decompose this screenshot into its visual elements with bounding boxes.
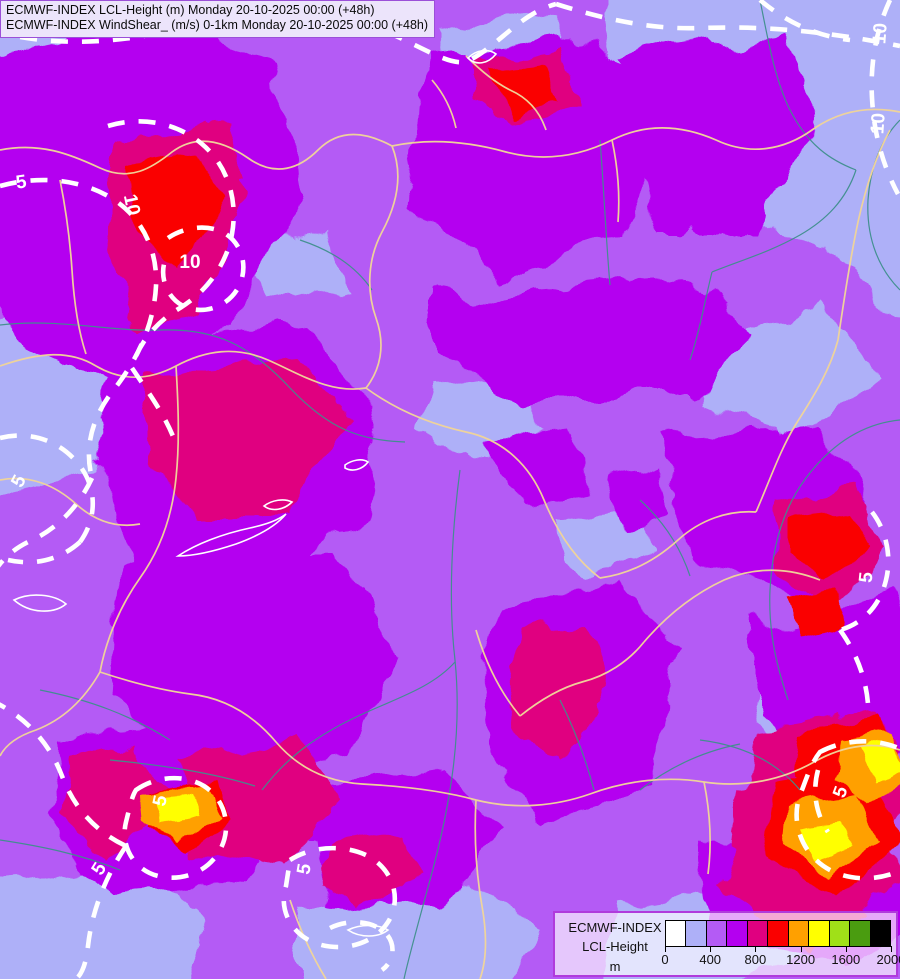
legend-swatch-2	[706, 921, 728, 946]
svg-text:10: 10	[119, 192, 144, 217]
legend-parameter-label: LCL-Height	[582, 938, 648, 954]
legend-swatch-10	[870, 921, 890, 946]
lake-outline-layer	[12, 49, 498, 937]
legend-swatch-0	[666, 921, 687, 946]
svg-text:5: 5	[15, 171, 29, 193]
map-title-box: ECMWF-INDEX LCL-Height (m) Monday 20-10-…	[0, 0, 436, 38]
svg-text:5: 5	[856, 571, 878, 584]
legend-tick-label-2: 800	[744, 952, 767, 967]
legend-swatch-5	[768, 921, 789, 946]
legend-tick-label-0: 0	[661, 952, 669, 967]
svg-text:10: 10	[869, 22, 891, 45]
svg-text:5: 5	[293, 862, 316, 876]
legend-unit-label: m	[609, 958, 621, 974]
legend-tick-labels: 0 400 800 1200 1600 2000	[661, 946, 900, 975]
legend-swatch-9	[850, 921, 871, 946]
legend-tick-mark-2	[755, 946, 757, 952]
legend-swatch-3	[727, 921, 748, 946]
title-line-lcl-height: ECMWF-INDEX LCL-Height (m) Monday 20-10-…	[6, 3, 375, 17]
legend-tick-mark-3	[800, 946, 802, 952]
legend-swatch-6	[788, 921, 810, 946]
legend-swatch-4	[747, 921, 769, 946]
legend-tick-mark-4	[845, 946, 847, 952]
legend-swatch-1	[686, 921, 707, 946]
legend-caption: ECMWF-INDEX LCL-Height m	[563, 919, 667, 977]
border-layer	[0, 55, 900, 979]
legend-tick-label-1: 400	[699, 952, 722, 967]
legend-tick-label-3: 1200	[786, 952, 816, 967]
legend-tick-mark-1	[710, 946, 712, 952]
legend-model-label: ECMWF-INDEX	[568, 920, 662, 935]
title-line-windshear: ECMWF-INDEX WindShear_ (m/s) 0-1km Monda…	[6, 18, 429, 33]
svg-text:10: 10	[179, 252, 200, 273]
field-band-1200-1400	[156, 742, 900, 862]
legend-tick-label-4: 1600	[831, 952, 861, 967]
legend-tick-mark-5	[891, 946, 892, 952]
legend-tick-label-5: 2000	[876, 952, 900, 967]
svg-text:5: 5	[149, 793, 172, 808]
legend-swatch-8	[829, 921, 851, 946]
legend-tick-mark-0	[665, 946, 666, 952]
legend-color-swatches	[665, 920, 891, 947]
svg-text:10: 10	[867, 112, 889, 135]
color-scale-legend: ECMWF-INDEX LCL-Height m 0 400 800 1200 1600…	[553, 911, 900, 977]
legend-swatch-7	[809, 921, 830, 946]
